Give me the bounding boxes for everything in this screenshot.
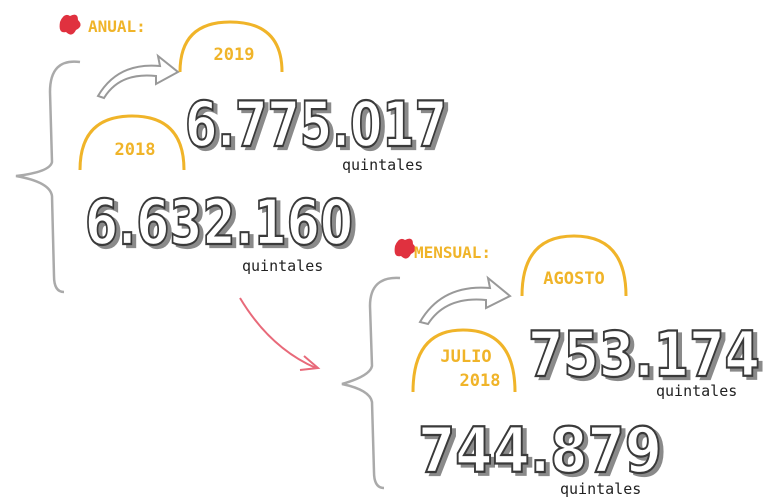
unit: quintales — [242, 257, 323, 275]
brace — [15, 60, 81, 294]
curved-arrow — [96, 53, 180, 100]
value: 6.775.017 — [185, 88, 447, 161]
value: 6.632.160 — [85, 186, 353, 259]
period: 2018 — [460, 371, 501, 391]
unit: quintales — [560, 480, 641, 498]
unit: quintales — [342, 156, 423, 174]
period: JULIO — [440, 347, 491, 367]
period: 2018 — [115, 140, 156, 160]
curved-arrow — [418, 275, 512, 326]
value: 753.174 — [528, 318, 760, 391]
period: 2019 — [214, 45, 255, 65]
brace — [341, 276, 401, 490]
red-arrow — [239, 297, 321, 371]
period: AGOSTO — [543, 269, 604, 289]
dome — [178, 20, 284, 73]
dome — [411, 328, 517, 393]
unit: quintales — [656, 382, 737, 400]
dome — [78, 114, 186, 171]
dome — [520, 234, 628, 297]
splat — [394, 238, 416, 259]
value: 744.879 — [418, 414, 662, 487]
section-label: ANUAL: — [88, 17, 146, 36]
splat — [59, 14, 81, 35]
section-label: MENSUAL: — [414, 243, 491, 262]
